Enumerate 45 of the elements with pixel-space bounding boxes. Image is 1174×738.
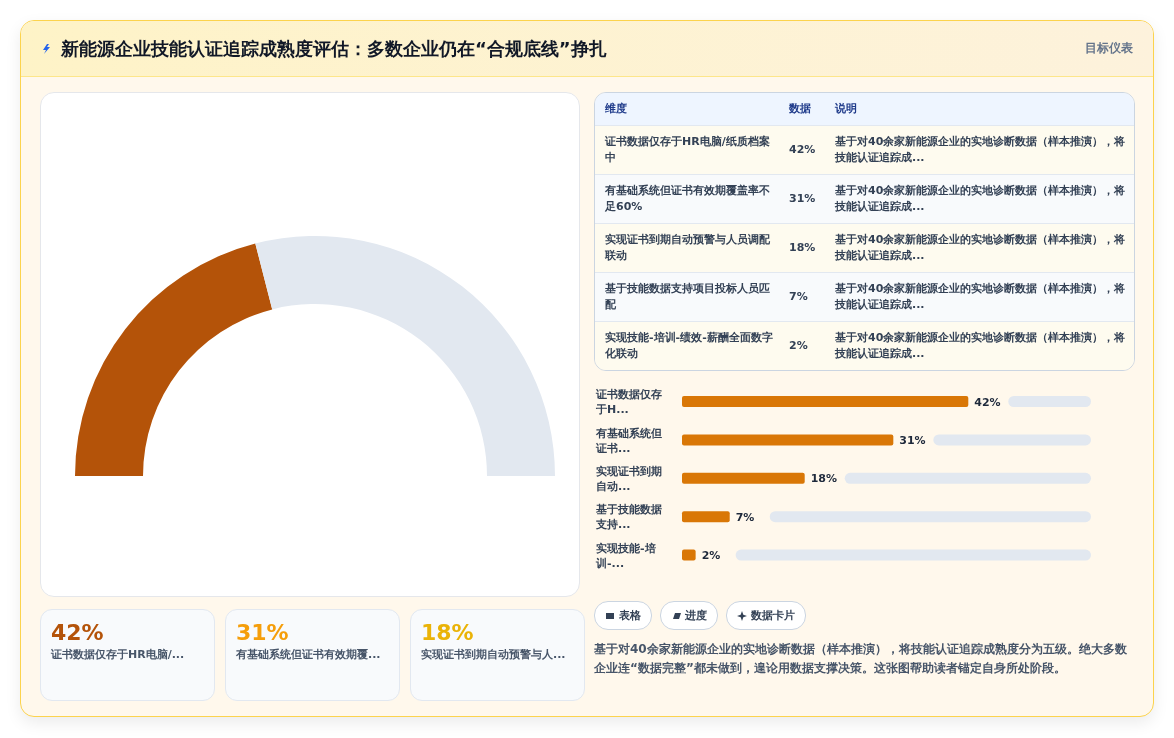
data-label: 2% (701, 549, 721, 563)
text: 基于对40余家新能源企业的实地诊断数据（样本推演），将技能认证追踪成... (834, 231, 1127, 264)
data-label: 31% (899, 433, 926, 447)
y-tick-label: 证书数据仅存于H... (595, 388, 662, 417)
category-label: 实现证书到期自动预警与人员调配联动 (604, 231, 771, 264)
bar (682, 549, 696, 561)
text: 7% (789, 290, 808, 303)
category-label: 证书数据仅存于HR电脑/... (51, 647, 186, 662)
y-tick-label: 实现技能-培训-... (595, 541, 656, 570)
bar (682, 472, 805, 484)
text: 基于对40余家新能源企业的实地诊断数据（样本推演），将技能认证追踪成熟度分为五级。绝大多数企业连“数据完整”都未做到，遑论用数据支撑决策。这张图帮助读者锚定自身所处阶段。 (594, 641, 1128, 677)
category-label: 证书数据仅存于HR电脑/纸质档案中 (604, 133, 771, 166)
text: 维度 (604, 101, 628, 118)
text: 42% (789, 143, 816, 156)
bar (682, 434, 894, 446)
y-tick-label: 有基础系统但证书... (595, 426, 662, 455)
category-label: 实现技能-培训-绩效-薪酬全面数字化联动 (604, 329, 774, 362)
text: 进度 (660, 601, 718, 630)
text: 说明 (834, 101, 858, 118)
text: 基于对40余家新能源企业的实地诊断数据（样本推演），将技能认证追踪成... (834, 280, 1127, 313)
category-label: 有基础系统但证书有效期覆盖率不足60% (604, 182, 771, 215)
data-label: 42% (974, 395, 1001, 409)
text: 基于对40余家新能源企业的实地诊断数据（样本推演），将技能认证追踪成... (834, 182, 1127, 215)
category-label: 基于技能数据支持项目投标人员匹配 (604, 280, 771, 313)
bar (682, 511, 730, 523)
data-label: 18% (810, 472, 838, 486)
text: 基于对40余家新能源企业的实地诊断数据（样本推演），将技能认证追踪成... (834, 329, 1127, 362)
text: 数据 (788, 101, 812, 118)
text: 31% (789, 192, 816, 205)
text: 18% (789, 241, 816, 254)
category-label: 有基础系统但证书有效期覆... (236, 647, 382, 662)
data-label: 7% (735, 510, 755, 524)
text: 42% (51, 620, 104, 645)
text: 目标仪表 (1085, 40, 1133, 57)
text: 2% (789, 339, 808, 353)
bar (682, 396, 969, 407)
text: 31% (236, 620, 289, 645)
text: 数据卡片 (726, 601, 806, 630)
text: 表格 (594, 601, 652, 630)
text: 18% (421, 620, 474, 645)
category-label: 实现证书到期自动预警与人... (421, 647, 567, 662)
text: 新能源企业技能认证追踪成熟度评估：多数企业仍在“合规底线”挣扎 (61, 36, 608, 61)
text: 基于对40余家新能源企业的实地诊断数据（样本推演），将技能认证追踪成... (834, 133, 1127, 166)
y-tick-label: 基于技能数据支持... (595, 503, 662, 532)
y-tick-label: 实现证书到期自动... (596, 465, 662, 493)
